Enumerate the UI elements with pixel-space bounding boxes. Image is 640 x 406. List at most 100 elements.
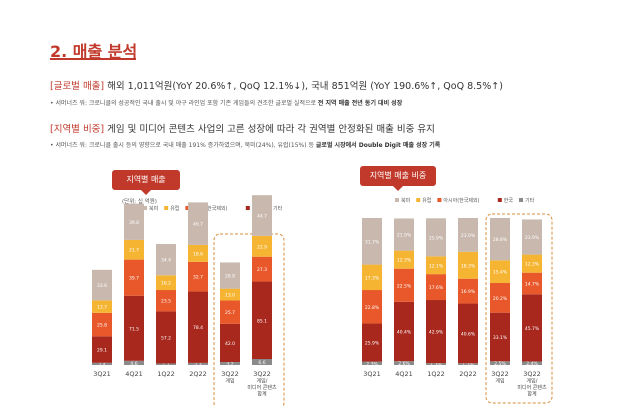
bar-segment xyxy=(394,301,414,362)
data-label: 2.6% xyxy=(398,361,410,367)
legend-swatch xyxy=(395,198,399,202)
category-label: 3Q22 xyxy=(221,370,239,378)
bar-segment xyxy=(522,294,542,362)
data-label: 29.1 xyxy=(97,348,107,354)
bar-segment xyxy=(92,312,112,337)
legend-swatch xyxy=(143,206,147,210)
category-label: 합계 xyxy=(257,391,267,398)
category-label: 3Q21 xyxy=(363,370,381,378)
bar-segment xyxy=(220,288,240,301)
legend-swatch xyxy=(437,198,442,202)
bar-segment xyxy=(252,256,272,282)
legend-label: 북미 xyxy=(149,205,158,212)
category-label: 게임 xyxy=(495,378,504,385)
bar-segment xyxy=(220,300,240,324)
bar-segment xyxy=(124,295,144,361)
global-sales-tag: [글로벌 매출] xyxy=(50,81,105,92)
bar-segment xyxy=(124,360,144,365)
legend-label: 아시아(한국제외) xyxy=(191,205,227,212)
bar-segment xyxy=(124,239,144,260)
data-label: 28.8 xyxy=(225,274,235,280)
bar-segment xyxy=(156,311,176,364)
data-label: 33.6 xyxy=(97,283,107,289)
chart2-title: 지역별 매출 비중 xyxy=(360,166,436,191)
data-label: 40.6% xyxy=(461,331,476,337)
global-sales-bullet: • 서머너즈 워: 크로니클의 성공적인 국내 출시 및 야구 라인업 포함 기… xyxy=(50,98,402,107)
bar-segment xyxy=(188,244,208,262)
data-label: 25.8 xyxy=(97,323,107,329)
category-label: 합계 xyxy=(527,391,537,398)
data-label: 21.7 xyxy=(129,248,139,254)
data-label: 27.3 xyxy=(257,267,267,273)
data-label: 16.9% xyxy=(461,289,476,295)
data-label: 2.4% xyxy=(526,361,538,367)
global-bullet-bold: 전 지역 매출 전년 동기 대비 성장 xyxy=(317,100,403,107)
data-label: 1.2% xyxy=(462,362,474,368)
bar-segment xyxy=(426,363,446,365)
highlight-frame xyxy=(485,213,553,404)
data-label: 1.7 xyxy=(162,362,169,368)
legend-label: 유럽 xyxy=(422,197,431,204)
legend-swatch xyxy=(497,198,502,202)
title-underline xyxy=(50,58,136,60)
bar-segment xyxy=(522,361,542,365)
legend-swatch xyxy=(245,206,250,210)
category-label: 미디어 콘텐츠 xyxy=(247,384,277,391)
data-label: 42.0 xyxy=(225,341,235,347)
data-label: 25.9% xyxy=(429,235,444,241)
data-label: 32.7 xyxy=(193,275,203,281)
chart-2: 북미 유럽 아시아(한국제외) 한국 기타 2.3% 25.9% 22.8% 17.3% 31.7… xyxy=(362,197,553,404)
data-label: 1.3% xyxy=(430,362,442,368)
data-label: 20.2% xyxy=(493,296,508,302)
bar-segment xyxy=(252,358,272,365)
data-label: 39.7 xyxy=(129,276,139,282)
bar-segment xyxy=(188,261,208,292)
data-label: 28.8% xyxy=(493,237,508,243)
category-label: 4Q21 xyxy=(395,370,413,378)
chart1-title: 지역별 매출 xyxy=(112,170,180,195)
legend-label: 유럽 xyxy=(170,205,179,212)
bar-segment xyxy=(92,336,112,363)
bar-segment xyxy=(426,300,446,364)
regional-bullet-bold: 글로벌 시장에서 Double Digit 매출 성장 기록 xyxy=(315,142,441,149)
category-label: 게임 xyxy=(225,378,234,385)
category-label: 게임/ xyxy=(257,378,268,385)
page-title: 2. 매출 분석 xyxy=(50,42,138,61)
data-label: 46.7 xyxy=(193,222,203,228)
data-label: 12.3% xyxy=(525,262,540,268)
bar-segment xyxy=(394,361,414,365)
bar-segment xyxy=(188,291,208,363)
bar-segment xyxy=(490,218,510,261)
data-label: 33.1% xyxy=(493,335,508,341)
regional-share-tag: [지역별 비중] xyxy=(50,124,105,135)
category-label: 3Q22 xyxy=(523,370,541,378)
bar-segment xyxy=(458,218,478,252)
bar-segment xyxy=(188,362,208,365)
data-label: 39.8 xyxy=(129,220,139,226)
bar-segment xyxy=(252,195,272,236)
bar-segment xyxy=(220,323,240,363)
data-label: 17.3% xyxy=(365,275,380,281)
data-label: 45.7% xyxy=(525,326,540,332)
data-label: 21.9% xyxy=(397,233,412,239)
bar-segment xyxy=(522,219,542,255)
regional-share-bullet: • 서머너즈 워: 크로니클 출시 등의 영향으로 국내 매출 191% 증가하… xyxy=(50,140,440,149)
data-label: 16.2 xyxy=(161,281,171,287)
category-label: 3Q22 xyxy=(491,370,509,378)
bar-segment xyxy=(252,235,272,257)
data-label: 25.9% xyxy=(365,341,380,347)
category-label: 3Q22 xyxy=(253,370,271,378)
legend-swatch xyxy=(185,206,190,210)
data-label: 2.4 xyxy=(98,362,105,368)
data-label: 85.1 xyxy=(257,318,267,324)
data-label: 40.4% xyxy=(397,329,412,335)
bar-segment xyxy=(92,362,112,365)
legend-swatch xyxy=(164,206,169,210)
legend-label: 아시아(한국제외) xyxy=(443,197,479,204)
bar-segment xyxy=(394,268,414,302)
category-label: 4Q21 xyxy=(125,370,143,378)
legend-label: 북미 xyxy=(401,197,410,204)
category-label: 2Q22 xyxy=(459,370,477,378)
data-label: 12.3% xyxy=(397,258,412,264)
